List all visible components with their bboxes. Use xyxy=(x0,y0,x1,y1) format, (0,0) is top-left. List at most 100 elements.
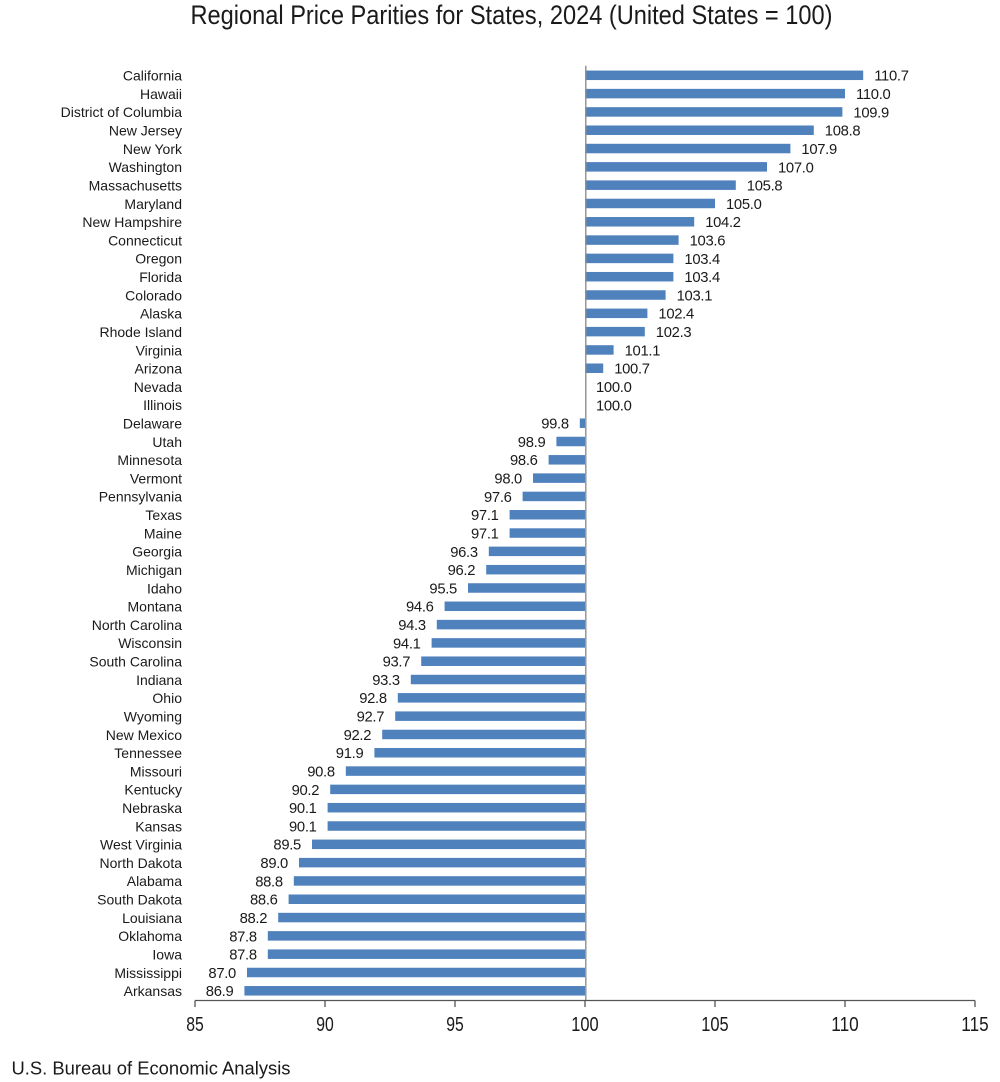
svg-text:Michigan: Michigan xyxy=(126,562,182,578)
svg-text:Minnesota: Minnesota xyxy=(117,452,182,468)
svg-text:North Dakota: North Dakota xyxy=(100,855,183,871)
svg-text:Arkansas: Arkansas xyxy=(124,983,182,999)
svg-text:South Carolina: South Carolina xyxy=(89,654,182,670)
svg-text:Florida: Florida xyxy=(139,269,182,285)
svg-text:98.0: 98.0 xyxy=(494,472,522,488)
svg-text:Mississippi: Mississippi xyxy=(114,965,182,981)
svg-text:New Mexico: New Mexico xyxy=(106,727,182,743)
svg-text:102.4: 102.4 xyxy=(658,307,694,323)
svg-text:Nebraska: Nebraska xyxy=(122,800,182,816)
svg-text:Georgia: Georgia xyxy=(132,544,182,560)
svg-text:Hawaii: Hawaii xyxy=(140,86,182,102)
svg-text:100.0: 100.0 xyxy=(596,380,632,396)
svg-text:U.S. Bureau of Economic Analys: U.S. Bureau of Economic Analysis xyxy=(12,1058,291,1079)
svg-text:88.8: 88.8 xyxy=(255,874,283,890)
svg-text:105.0: 105.0 xyxy=(726,197,762,213)
svg-text:Maryland: Maryland xyxy=(124,196,182,212)
svg-text:95.5: 95.5 xyxy=(429,581,457,597)
svg-text:110.7: 110.7 xyxy=(874,69,909,85)
svg-text:Utah: Utah xyxy=(152,434,182,450)
svg-text:Ohio: Ohio xyxy=(152,690,182,706)
svg-text:110.0: 110.0 xyxy=(856,87,891,103)
svg-text:Oklahoma: Oklahoma xyxy=(118,928,182,944)
svg-text:90.8: 90.8 xyxy=(307,764,335,780)
svg-text:87.0: 87.0 xyxy=(208,966,236,982)
svg-text:Massachusetts: Massachusetts xyxy=(89,177,182,193)
svg-text:Kentucky: Kentucky xyxy=(124,782,182,798)
svg-text:100.7: 100.7 xyxy=(614,362,650,378)
svg-text:87.8: 87.8 xyxy=(229,929,257,945)
svg-text:92.7: 92.7 xyxy=(357,710,385,726)
svg-text:Regional Price Parities for St: Regional Price Parities for States, 2024… xyxy=(191,0,833,30)
svg-text:115: 115 xyxy=(961,1014,988,1036)
svg-text:95: 95 xyxy=(446,1014,464,1036)
svg-text:Washington: Washington xyxy=(109,159,182,175)
svg-text:105.8: 105.8 xyxy=(747,179,783,195)
svg-text:Alaska: Alaska xyxy=(140,306,182,322)
svg-text:94.6: 94.6 xyxy=(406,600,434,616)
svg-text:92.8: 92.8 xyxy=(359,691,387,707)
svg-text:100: 100 xyxy=(571,1014,598,1036)
svg-text:Rhode Island: Rhode Island xyxy=(99,324,182,340)
svg-text:Illinois: Illinois xyxy=(143,397,182,413)
svg-text:Louisiana: Louisiana xyxy=(122,910,182,926)
svg-text:88.2: 88.2 xyxy=(240,911,268,927)
svg-text:94.3: 94.3 xyxy=(398,618,426,634)
svg-text:New York: New York xyxy=(123,141,183,157)
svg-text:90.1: 90.1 xyxy=(289,819,317,835)
svg-text:Missouri: Missouri xyxy=(130,763,182,779)
svg-text:New Hampshire: New Hampshire xyxy=(82,214,182,230)
svg-text:Texas: Texas xyxy=(145,507,182,523)
svg-text:90: 90 xyxy=(316,1014,334,1036)
svg-text:102.3: 102.3 xyxy=(656,325,692,341)
svg-text:91.9: 91.9 xyxy=(336,746,364,762)
svg-text:100.0: 100.0 xyxy=(596,398,632,414)
svg-text:93.7: 93.7 xyxy=(383,655,411,671)
svg-text:Idaho: Idaho xyxy=(147,580,182,596)
svg-text:96.2: 96.2 xyxy=(448,563,476,579)
svg-text:101.1: 101.1 xyxy=(625,343,661,359)
svg-text:Indiana: Indiana xyxy=(136,672,182,688)
svg-text:87.8: 87.8 xyxy=(229,948,257,964)
svg-text:97.1: 97.1 xyxy=(471,508,499,524)
svg-text:California: California xyxy=(123,68,182,84)
svg-text:Vermont: Vermont xyxy=(130,470,182,486)
svg-text:97.6: 97.6 xyxy=(484,490,512,506)
svg-text:Virginia: Virginia xyxy=(136,342,183,358)
svg-text:92.2: 92.2 xyxy=(344,728,372,744)
svg-text:98.9: 98.9 xyxy=(518,435,546,451)
svg-text:Pennsylvania: Pennsylvania xyxy=(99,489,182,505)
svg-text:94.1: 94.1 xyxy=(393,636,421,652)
svg-text:Wyoming: Wyoming xyxy=(124,708,182,724)
svg-text:103.6: 103.6 xyxy=(690,233,726,249)
svg-text:90.2: 90.2 xyxy=(292,783,320,799)
svg-text:88.6: 88.6 xyxy=(250,893,278,909)
svg-text:North Carolina: North Carolina xyxy=(92,617,182,633)
svg-text:West Virginia: West Virginia xyxy=(100,837,182,853)
svg-text:Montana: Montana xyxy=(128,599,183,615)
svg-text:109.9: 109.9 xyxy=(853,105,889,121)
svg-text:New Jersey: New Jersey xyxy=(109,123,182,139)
svg-text:Nevada: Nevada xyxy=(134,379,182,395)
svg-text:Alabama: Alabama xyxy=(127,873,182,889)
svg-text:97.1: 97.1 xyxy=(471,526,499,542)
svg-text:District of Columbia: District of Columbia xyxy=(61,104,183,120)
svg-text:107.9: 107.9 xyxy=(801,142,837,158)
svg-text:103.1: 103.1 xyxy=(677,288,713,304)
svg-text:103.4: 103.4 xyxy=(684,252,720,268)
svg-text:Colorado: Colorado xyxy=(125,287,182,303)
svg-text:Maine: Maine xyxy=(144,525,182,541)
svg-text:89.0: 89.0 xyxy=(260,856,288,872)
svg-text:104.2: 104.2 xyxy=(705,215,741,231)
svg-text:105: 105 xyxy=(701,1014,728,1036)
svg-text:86.9: 86.9 xyxy=(206,984,234,1000)
svg-text:107.0: 107.0 xyxy=(778,160,814,176)
svg-text:90.1: 90.1 xyxy=(289,801,317,817)
svg-text:108.8: 108.8 xyxy=(825,124,861,140)
svg-text:Wisconsin: Wisconsin xyxy=(118,635,182,651)
svg-text:Arizona: Arizona xyxy=(135,361,183,377)
svg-text:98.6: 98.6 xyxy=(510,453,538,469)
svg-text:Oregon: Oregon xyxy=(135,251,182,267)
svg-text:85: 85 xyxy=(186,1014,204,1036)
svg-text:93.3: 93.3 xyxy=(372,673,400,689)
